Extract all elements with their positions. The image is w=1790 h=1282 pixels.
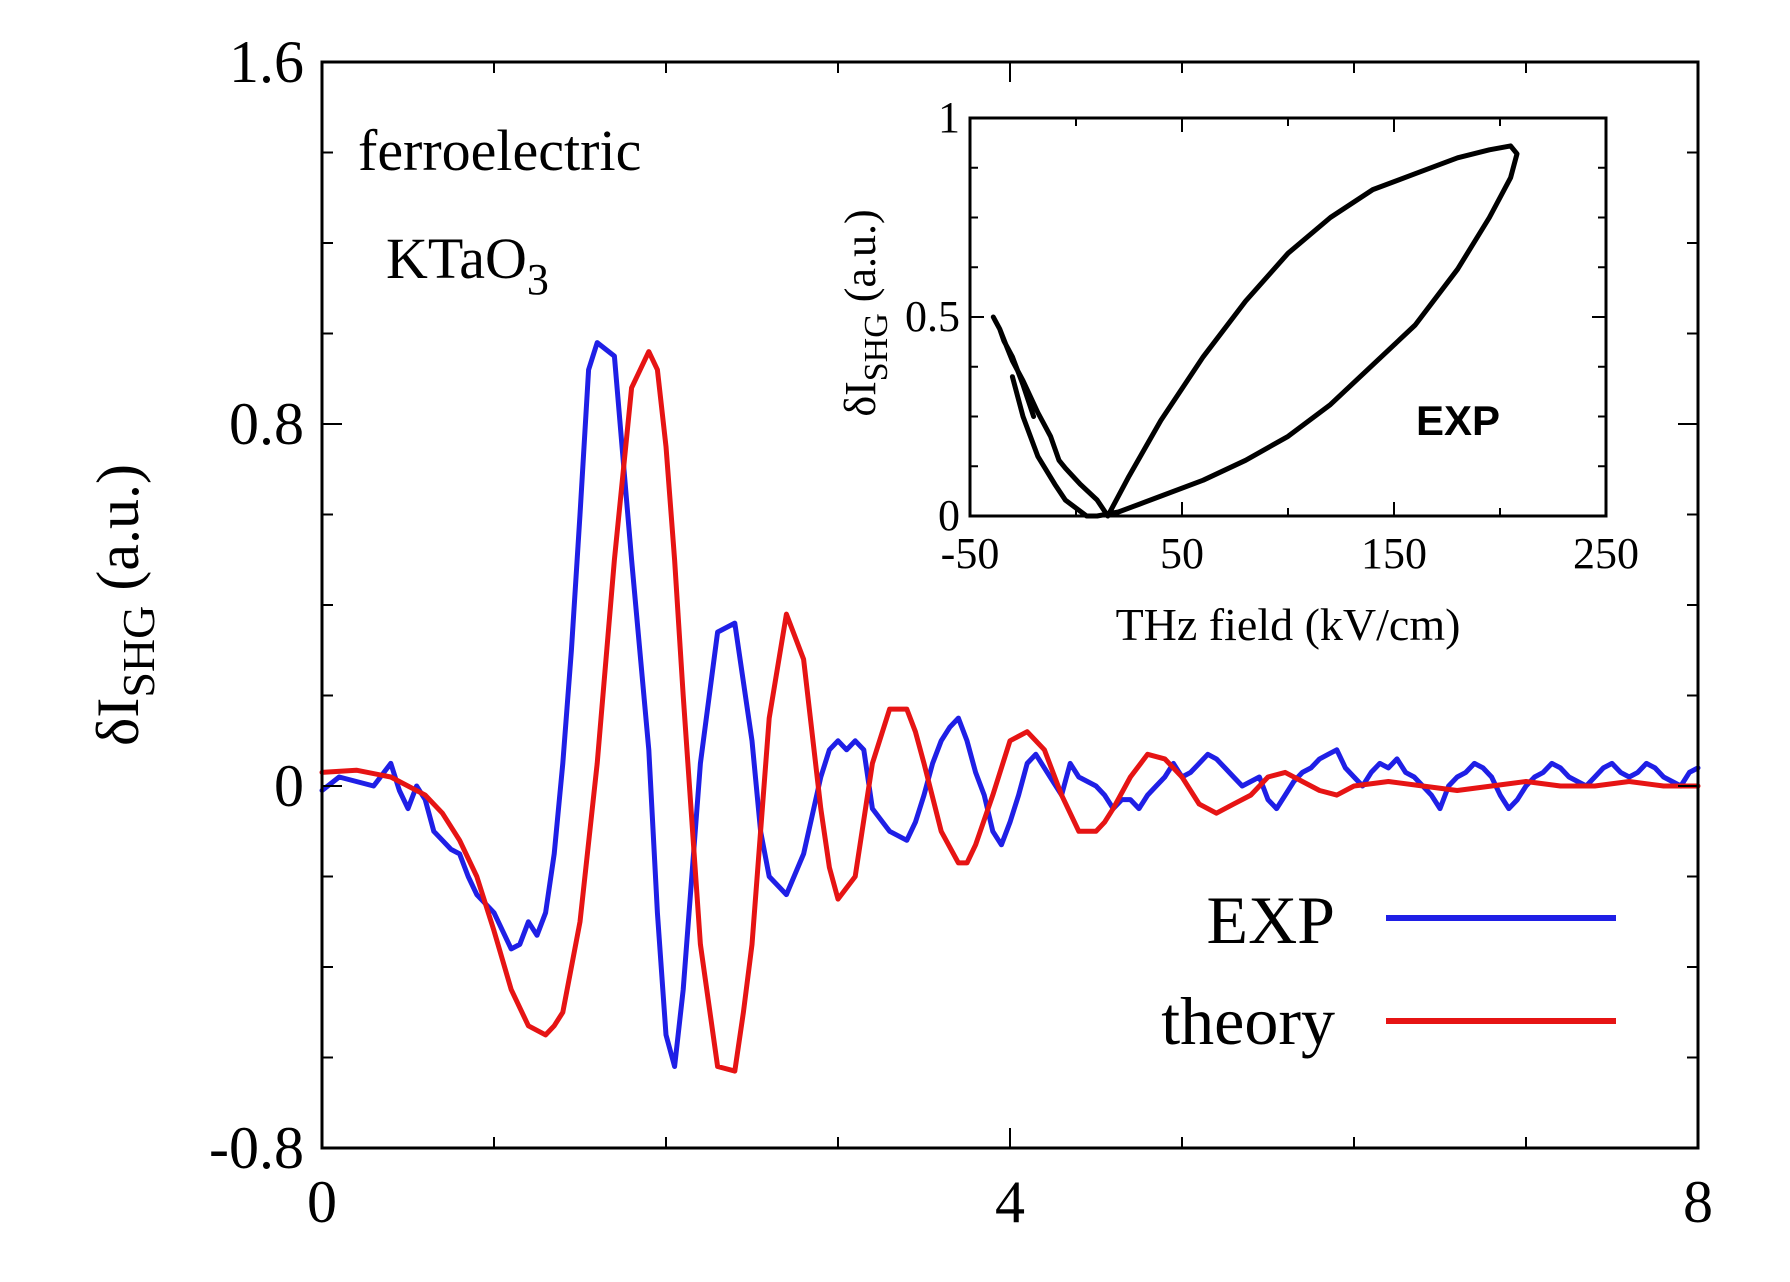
main-y-axis-label: δISHG (a.u.) — [85, 464, 164, 746]
inset-y-tick-label: 0.5 — [905, 292, 960, 341]
annotation-ferroelectric: ferroelectric — [358, 118, 641, 183]
main-y-tick-label: 1.6 — [229, 29, 304, 95]
main-plot: 0 4 8-0.800.81.6 δISHG (a.u.) ferroelectri… — [85, 29, 1713, 1235]
inset-axis-tick-labels: -50 50 150 250 0 0.5 1 — [905, 93, 1639, 578]
main-y-label-suffix: (a.u.) — [85, 464, 151, 606]
legend-label-exp: EXP — [1207, 882, 1335, 958]
inset-y-label-suffix: (a.u.) — [836, 209, 885, 313]
inset-x-tick-label: -50 — [941, 529, 1000, 578]
inset-x-axis-label: THz field (kV/cm) — [1116, 599, 1461, 650]
inset-annotation-exp: EXP — [1416, 397, 1500, 444]
inset-x-tick-label: 250 — [1573, 529, 1639, 578]
main-axis-ticks — [321, 61, 1699, 1149]
main-y-label-subscript: SHG — [113, 606, 164, 698]
inset-axis-ticks — [969, 117, 1607, 517]
main-y-tick-label: 0.8 — [229, 391, 304, 457]
inset-background — [970, 118, 1606, 516]
inset-series-layer — [990, 143, 1520, 519]
inset-y-tick-label: 0 — [938, 491, 960, 540]
inset-x-tick-label: 50 — [1160, 529, 1204, 578]
inset-y-label-prefix: δI — [836, 381, 885, 416]
annotation-material: KTaO3 — [386, 226, 549, 304]
main-axis-tick-labels: 0 4 8-0.800.81.6 — [209, 29, 1713, 1235]
main-y-tick-label: 0 — [274, 753, 304, 819]
main-series-line-exp — [319, 340, 1701, 1069]
inset-y-axis-label: δISHG (a.u.) — [836, 209, 895, 416]
main-series-line-theory — [319, 349, 1701, 1074]
main-series-layer — [319, 340, 1701, 1074]
inset-series-line-exp — [990, 143, 1520, 519]
main-y-tick-label: -0.8 — [209, 1115, 304, 1181]
legend: EXP theory — [1161, 882, 1616, 1059]
main-x-tick-label: 8 — [1683, 1169, 1713, 1235]
inset-y-label-subscript: SHG — [858, 313, 895, 381]
main-x-tick-label: 0 — [307, 1169, 337, 1235]
main-y-label-prefix: δI — [85, 698, 151, 746]
annotation-material-text: KTaO — [386, 226, 527, 291]
inset-y-tick-label: 1 — [938, 93, 960, 142]
legend-label-theory: theory — [1161, 983, 1335, 1059]
main-x-tick-label: 4 — [995, 1169, 1025, 1235]
inset-x-tick-label: 150 — [1361, 529, 1427, 578]
inset-plot: -50 50 150 250 0 0.5 1 THz field (kV/cm) δISHG… — [836, 93, 1639, 650]
annotation-material-subscript: 3 — [527, 255, 549, 304]
